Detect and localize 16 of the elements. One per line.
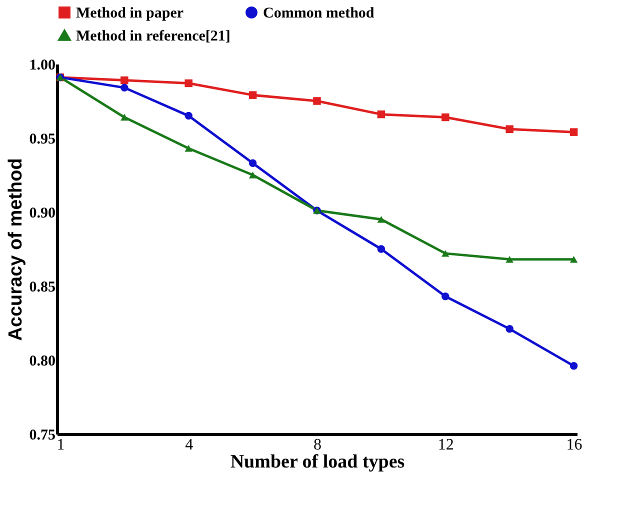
legend-label: Method in reference[21] [76,28,230,44]
y-tick-label: 0.95 [29,132,56,148]
y-tick-label: 1.00 [29,58,56,74]
y-tick-label: 0.75 [29,428,56,444]
y-tick-label: 0.85 [29,280,56,296]
y-tick-label: 0.80 [29,354,56,370]
x-tick-label: 4 [185,436,194,454]
legend-label: Method in paper [76,6,184,22]
y-axis-title: Accuracy of method [5,158,26,341]
x-tick-label: 8 [314,436,322,454]
x-tick-label: 16 [566,436,582,454]
x-axis-title: Number of load types [230,452,405,472]
x-tick-label: 12 [438,436,454,454]
y-tick-label: 0.90 [29,206,56,222]
x-tick-label: 1 [56,436,65,454]
legend-label: Common method [263,6,375,22]
